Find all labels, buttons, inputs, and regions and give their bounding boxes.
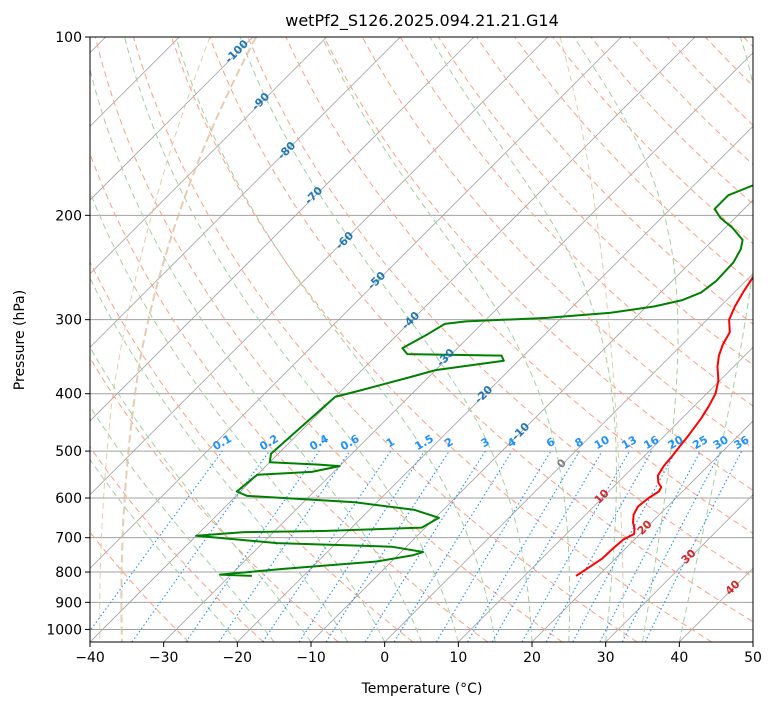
profile-lines-layer bbox=[195, 184, 753, 577]
mixing-ratio-line bbox=[572, 450, 677, 642]
dewpoint-profile-line bbox=[195, 184, 753, 577]
moist-adiabat-line bbox=[239, 37, 533, 642]
moist-adiabat-line bbox=[321, 37, 571, 642]
chart-title: wetPf2_S126.2025.094.21.21.G14 bbox=[285, 11, 559, 31]
dry-adiabat-line bbox=[209, 37, 753, 623]
y-tick-label: 1000 bbox=[46, 622, 82, 638]
moist-adiabat-line bbox=[90, 458, 238, 642]
reference-arc-line bbox=[120, 37, 257, 642]
mixing-ratio-line bbox=[131, 450, 270, 642]
dry-adiabat-line bbox=[90, 446, 264, 642]
dry-adiabat-line bbox=[132, 37, 638, 642]
x-tick-label: −20 bbox=[223, 650, 253, 666]
mixing-ratio-line bbox=[325, 450, 450, 642]
isotherm-line bbox=[605, 494, 753, 642]
isotherm-line bbox=[90, 37, 622, 569]
moist-adiabat-line bbox=[429, 37, 617, 642]
dry-adiabat-line bbox=[90, 356, 339, 642]
mixing-ratio-line bbox=[90, 450, 223, 632]
y-tick-label: 300 bbox=[55, 313, 82, 329]
y-tick-label: 800 bbox=[55, 565, 82, 581]
dry-adiabat-line bbox=[285, 37, 753, 535]
y-tick-label: 600 bbox=[55, 491, 82, 507]
dry-adiabat-line bbox=[90, 260, 414, 642]
dry-adiabat-line bbox=[476, 37, 753, 325]
isotherm-line bbox=[90, 37, 254, 201]
moist-adiabat-line bbox=[573, 37, 679, 642]
isotherm-line bbox=[90, 37, 475, 422]
x-axis-label: Temperature (°C) bbox=[361, 681, 483, 697]
isotherm-line bbox=[90, 37, 401, 348]
y-axis-label: Pressure (hPa) bbox=[12, 290, 28, 390]
plot-frame bbox=[89, 36, 754, 643]
dry-adiabat-line bbox=[171, 37, 712, 642]
dry-adiabat-line bbox=[94, 37, 563, 642]
dry-adiabat-line bbox=[247, 37, 753, 578]
moist-adiabat-line bbox=[90, 277, 349, 642]
x-tick-label: 30 bbox=[597, 650, 615, 666]
moist-adiabat-line bbox=[124, 37, 459, 642]
mixing-ratio-line bbox=[545, 450, 653, 642]
isotherm-line bbox=[90, 37, 327, 275]
mixing-ratio-line bbox=[644, 450, 743, 642]
y-tick-label: 400 bbox=[55, 387, 82, 403]
x-tick-label: −40 bbox=[75, 650, 105, 666]
x-tick-label: −30 bbox=[149, 650, 179, 666]
isotherm-line bbox=[531, 420, 753, 642]
axes-layer: −40 −30 −20 −10 0 10 20 30 40 50 100 200 300 400 500 60… bbox=[46, 30, 762, 666]
mixing-ratio-line bbox=[218, 450, 351, 642]
moist-adiabat-line bbox=[678, 37, 753, 642]
isotherm-line bbox=[384, 273, 753, 642]
mixing-ratio-line bbox=[262, 450, 392, 642]
x-tick-label: 40 bbox=[670, 650, 688, 666]
moist-adiabat-line bbox=[90, 190, 386, 642]
y-tick-label: 900 bbox=[55, 595, 82, 611]
x-tick-label: −10 bbox=[296, 650, 326, 666]
moist-adiabat-line bbox=[175, 37, 496, 642]
x-tick-label: 20 bbox=[523, 650, 541, 666]
dry-adiabat-line bbox=[323, 37, 753, 491]
isotherm-line bbox=[90, 37, 548, 496]
temperature-profile-line bbox=[575, 275, 753, 577]
moist-adiabat-line bbox=[90, 346, 312, 642]
y-tick-label: 100 bbox=[55, 30, 82, 46]
x-tick-label: 50 bbox=[744, 650, 762, 666]
mixing-ratio-line bbox=[521, 450, 630, 642]
moist-adiabat-line bbox=[90, 67, 422, 642]
y-tick-label: 200 bbox=[55, 208, 82, 224]
x-tick-label: 0 bbox=[380, 650, 389, 666]
y-tick-label: 500 bbox=[55, 444, 82, 460]
mixing-ratio-line bbox=[185, 450, 320, 642]
mixing-ratio-line bbox=[393, 450, 513, 642]
x-tick-label: 10 bbox=[449, 650, 467, 666]
isotherm-line bbox=[458, 346, 753, 642]
isotherm-line bbox=[237, 125, 753, 642]
y-tick-label: 700 bbox=[55, 531, 82, 547]
reference-arc-line bbox=[559, 37, 625, 642]
moist-adiabat-line bbox=[90, 405, 275, 642]
